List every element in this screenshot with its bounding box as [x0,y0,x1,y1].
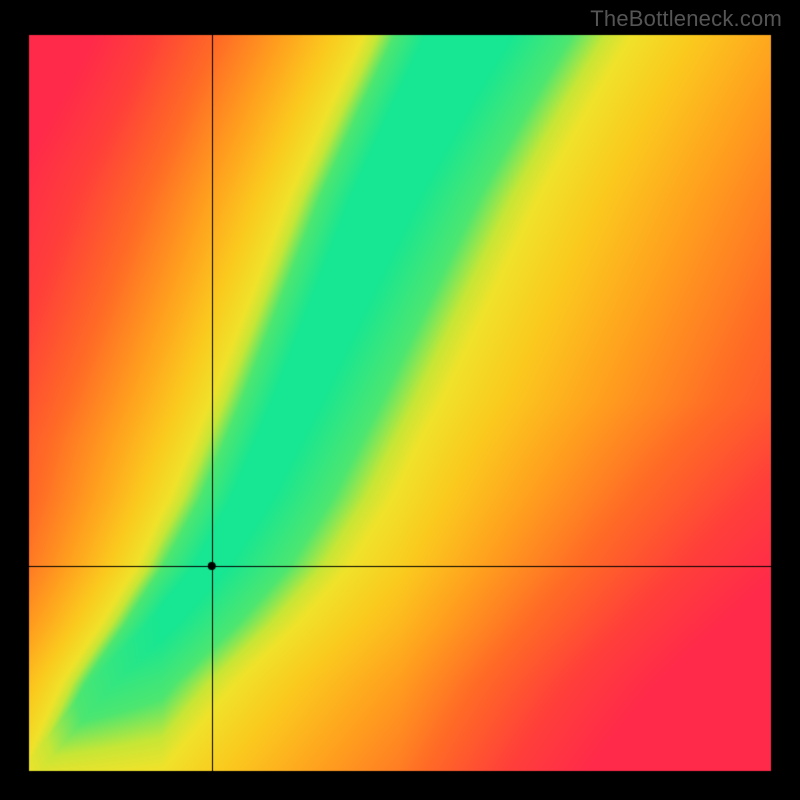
heatmap-canvas [0,0,800,800]
watermark-text: TheBottleneck.com [590,6,782,32]
chart-container: TheBottleneck.com [0,0,800,800]
